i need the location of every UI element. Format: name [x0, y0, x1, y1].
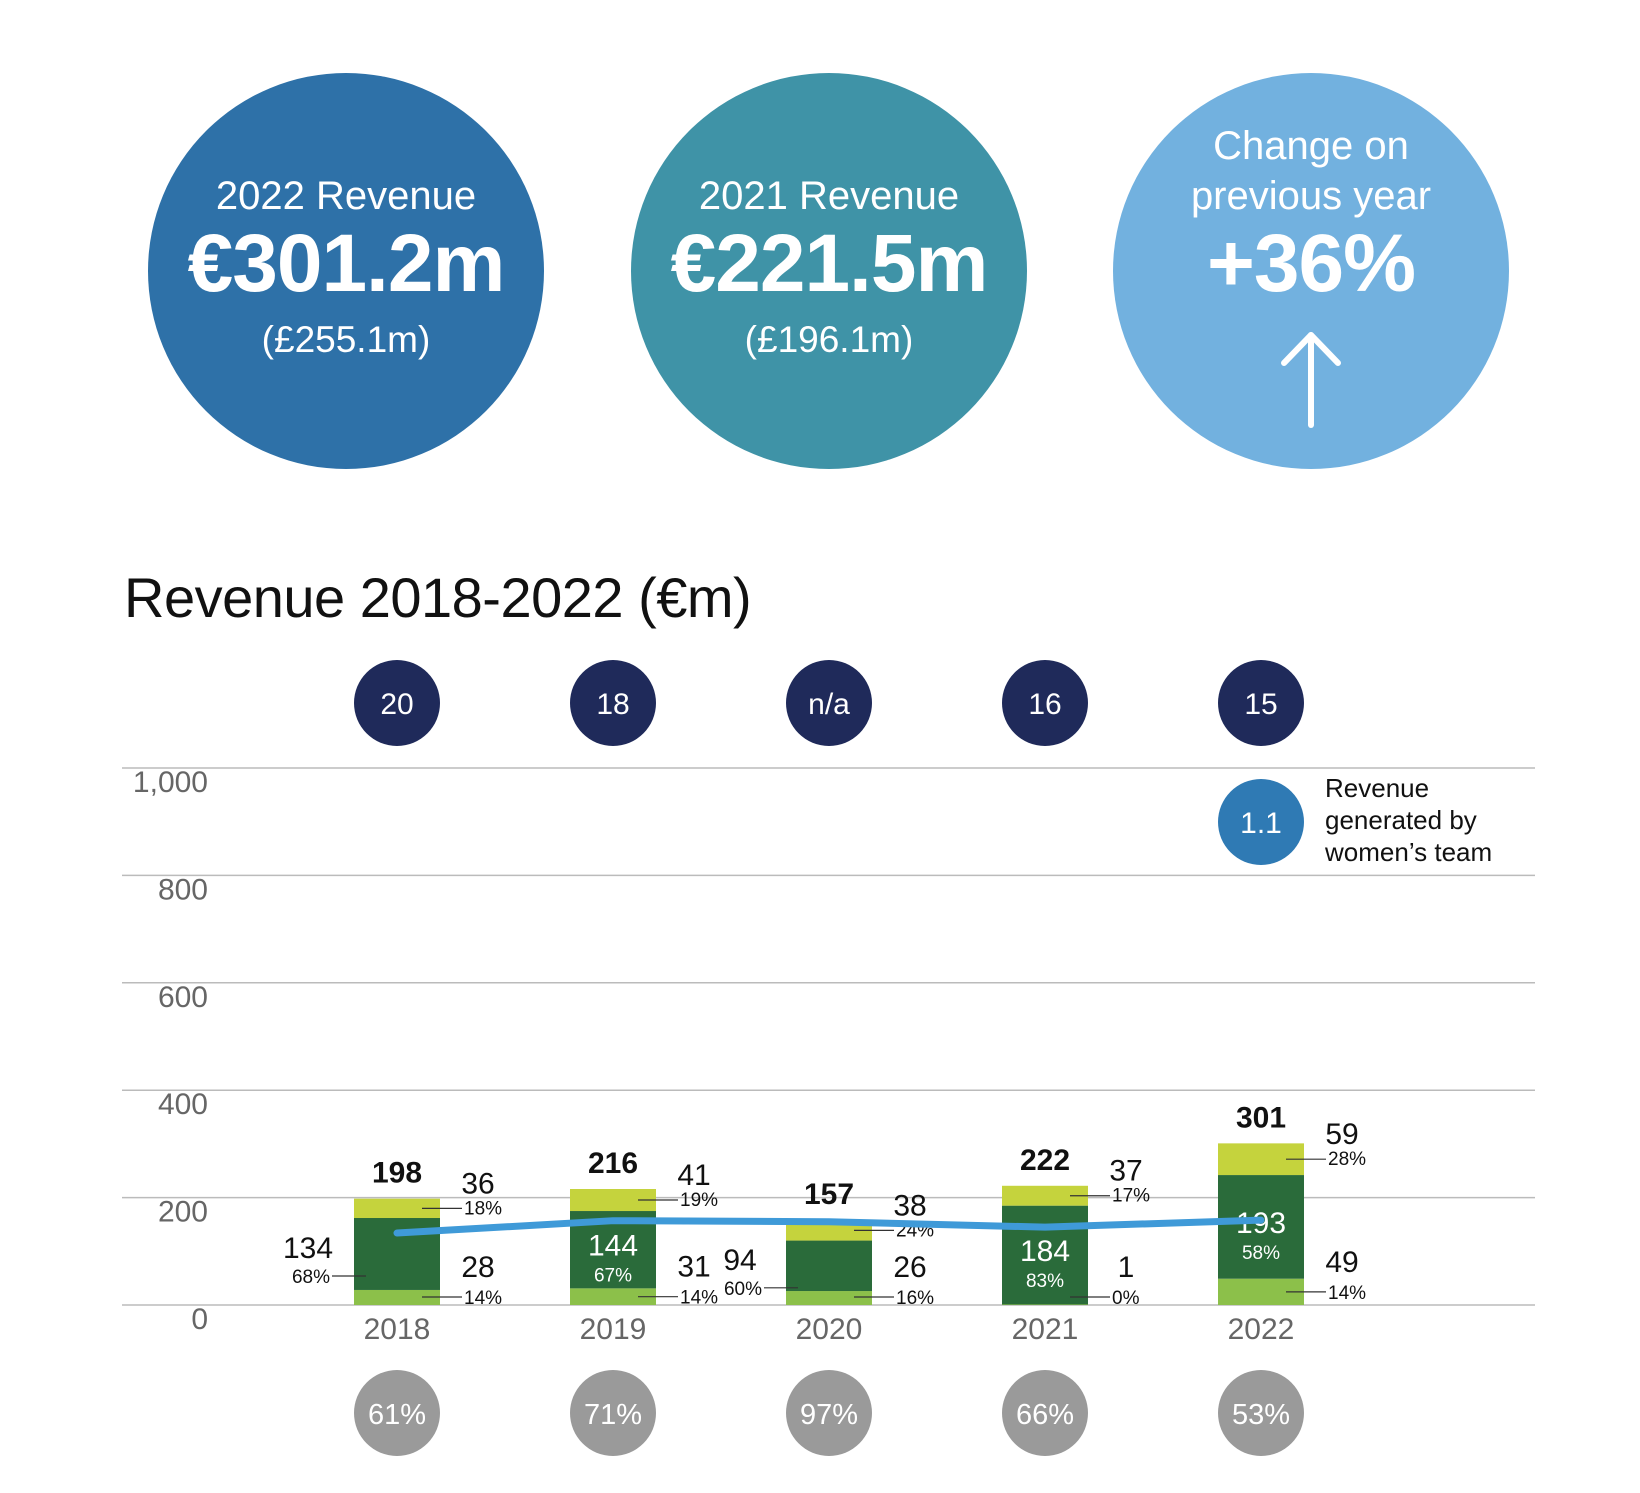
bottom-badge-label: 71%	[584, 1399, 642, 1431]
middle-segment-pct: 68%	[292, 1267, 330, 1288]
y-tick-label: 800	[158, 873, 208, 906]
line-series	[393, 1216, 1265, 1237]
bar-total-label: 222	[1020, 1144, 1070, 1177]
bottom-segment-pct: 14%	[464, 1288, 502, 1309]
bottom-badge-label: 53%	[1232, 1399, 1290, 1431]
bar-total-label: 216	[588, 1147, 638, 1180]
women-team-badge	[1218, 779, 1304, 865]
bar-total-label: 198	[372, 1157, 422, 1190]
women-team-legend-line: Revenue	[1325, 773, 1429, 803]
bottom-badge	[570, 1370, 656, 1456]
top-badge-label: n/a	[808, 688, 850, 721]
bottom-segment-value: 28	[461, 1251, 494, 1284]
x-tick-label: 2018	[364, 1313, 431, 1346]
top-segment-pct: 28%	[1328, 1149, 1366, 1170]
bottom-segment-value: 31	[677, 1251, 710, 1284]
top-segment-pct: 19%	[680, 1190, 718, 1211]
bottom-segment-pct: 16%	[896, 1288, 934, 1309]
bottom-badge	[786, 1370, 872, 1456]
bottom-segment-value: 26	[893, 1251, 926, 1284]
bottom-badge	[1218, 1370, 1304, 1456]
top-badge	[354, 660, 440, 746]
x-tick-label: 2020	[796, 1313, 863, 1346]
top-segment-pct: 17%	[1112, 1186, 1150, 1207]
revenue-2022-circle: 2022 Revenue €301.2m (£255.1m)	[148, 73, 544, 469]
middle-segment-pct: 60%	[724, 1279, 762, 1300]
bottom-badge-label: 61%	[368, 1399, 426, 1431]
bar-total-label: 301	[1236, 1101, 1286, 1134]
top-badge	[1218, 660, 1304, 746]
y-tick-label: 0	[191, 1303, 208, 1336]
revenue-2022-value: €301.2m	[187, 218, 506, 309]
top-segment-pct: 18%	[464, 1198, 502, 1219]
revenue-2022-label: 2022 Revenue	[215, 174, 477, 218]
women-team-legend-line: women’s team	[1324, 837, 1492, 867]
bottom-badge	[354, 1370, 440, 1456]
top-badge	[1002, 660, 1088, 746]
middle-segment-value: 184	[1020, 1235, 1070, 1268]
bar-segment-bottom	[1002, 1304, 1088, 1305]
x-tick-label: 2019	[580, 1313, 647, 1346]
revenue-2021-gbp: (£196.1m)	[744, 319, 914, 360]
top-segment-value: 36	[461, 1167, 494, 1200]
bar-segment-bottom	[570, 1288, 656, 1305]
bar-segment-middle	[1002, 1205, 1088, 1305]
bottom-segment-value: 49	[1325, 1246, 1358, 1279]
bar-segment-bottom	[354, 1289, 440, 1305]
bottom-badge-label: 97%	[800, 1399, 858, 1431]
revenue-2021-label: 2021 Revenue	[698, 174, 960, 218]
bar-segment-middle	[1218, 1175, 1304, 1279]
bar-total-label: 157	[804, 1178, 854, 1211]
top-badge-label: 20	[380, 688, 413, 721]
middle-segment-value: 144	[588, 1230, 638, 1263]
middle-segment-pct: 83%	[1026, 1271, 1064, 1292]
change-label-line1: Change on	[1213, 124, 1409, 168]
bottom-badge-label: 66%	[1016, 1399, 1074, 1431]
middle-segment-value: 134	[283, 1232, 333, 1265]
y-tick-label: 200	[158, 1196, 208, 1229]
y-tick-label: 1,000	[133, 766, 208, 799]
revenue-2022-gbp: (£255.1m)	[261, 319, 431, 360]
up-arrow-icon	[1281, 332, 1341, 428]
chart-title: Revenue 2018-2022 (€m)	[124, 566, 752, 629]
bottom-badge	[1002, 1370, 1088, 1456]
top-badge-label: 18	[596, 688, 629, 721]
bar-segment-middle	[786, 1240, 872, 1292]
bottom-segment-pct: 14%	[680, 1288, 718, 1309]
top-segment-value: 41	[677, 1159, 710, 1192]
bar-segment-top	[570, 1189, 656, 1212]
middle-segment-pct: 58%	[1242, 1243, 1280, 1264]
bottom-segment-pct: 14%	[1328, 1283, 1366, 1304]
bottom-segment-value: 1	[1118, 1251, 1135, 1284]
top-badge	[570, 660, 656, 746]
change-circle: Change on previous year +36%	[1113, 73, 1509, 469]
bar-segment-bottom	[786, 1291, 872, 1305]
top-segment-value: 37	[1109, 1155, 1142, 1188]
bar-segment-top	[1002, 1185, 1088, 1206]
top-badge-label: 15	[1244, 688, 1277, 721]
women-team-legend-line: generated by	[1325, 805, 1477, 835]
y-tick-label: 400	[158, 1088, 208, 1121]
y-tick-label: 600	[158, 981, 208, 1014]
revenue-2021-value: €221.5m	[670, 218, 989, 309]
top-segment-value: 38	[893, 1189, 926, 1222]
middle-segment-value: 94	[723, 1244, 756, 1277]
top-badge-label: 16	[1028, 688, 1061, 721]
bottom-segment-pct: 0%	[1112, 1288, 1140, 1309]
top-badge	[786, 660, 872, 746]
women-team-value: 1.1	[1240, 807, 1282, 840]
x-tick-label: 2022	[1228, 1313, 1295, 1346]
top-segment-value: 59	[1325, 1118, 1358, 1151]
revenue-2021-circle: 2021 Revenue €221.5m (£196.1m)	[631, 73, 1027, 469]
middle-segment-pct: 67%	[594, 1266, 632, 1287]
x-tick-label: 2021	[1012, 1313, 1079, 1346]
change-value: +36%	[1206, 218, 1416, 309]
change-label-line2: previous year	[1190, 174, 1432, 218]
bar-segment-top	[354, 1198, 440, 1219]
